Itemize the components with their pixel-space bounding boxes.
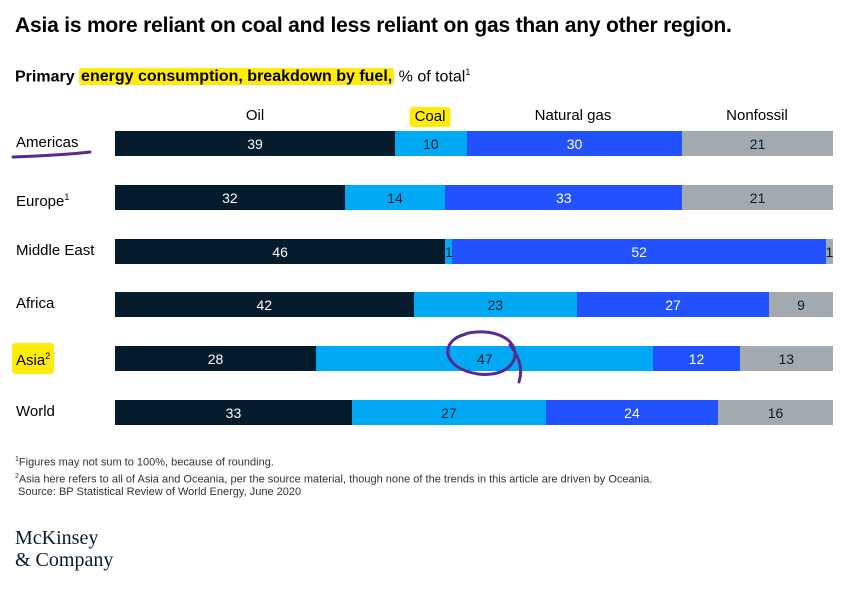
bar-europe: 32 14 33 21 <box>115 185 833 210</box>
row-label-asia: Asia2 <box>12 343 55 374</box>
logo-line-2: & Company <box>15 549 114 571</box>
bar-segment-africa-nonfossil: 9 <box>769 292 833 317</box>
subtitle-tail: % of total <box>394 68 466 86</box>
bar-segment-africa-coal: 23 <box>413 292 578 317</box>
chart-subtitle: Primary energy consumption, breakdown by… <box>15 67 470 86</box>
row-label-africa: Africa <box>16 295 55 312</box>
bar-segment-asia-coal: 47 <box>316 346 654 371</box>
bar-segment-middle-east-coal: 1 <box>445 239 453 264</box>
legend-natural-gas: Natural gas <box>534 107 612 124</box>
bar-segment-africa-gas: 27 <box>577 292 769 317</box>
bar-americas: 39 10 30 21 <box>115 131 833 156</box>
footnote-1: 1Figures may not sum to 100%, because of… <box>15 456 274 469</box>
bar-segment-europe-gas: 33 <box>445 185 683 210</box>
bar-segment-middle-east-gas: 52 <box>452 239 826 264</box>
bar-segment-middle-east-nonfossil: 1 <box>825 239 833 264</box>
legend-nonfossil: Nonfossil <box>726 107 788 124</box>
bar-segment-world-nonfossil: 16 <box>718 400 833 425</box>
row-label-world: World <box>16 403 55 420</box>
bar-segment-world-oil: 33 <box>115 400 352 425</box>
subtitle-lead: Primary <box>15 68 80 86</box>
bar-segment-americas-coal: 10 <box>395 131 467 156</box>
subtitle-footnote-mark: 1 <box>465 67 471 77</box>
bar-segment-europe-nonfossil: 21 <box>682 185 833 210</box>
bar-segment-asia-oil: 28 <box>115 346 317 371</box>
bar-segment-asia-gas: 12 <box>653 346 740 371</box>
bar-middle-east: 46 1 52 1 <box>115 239 833 264</box>
bar-segment-world-coal: 27 <box>351 400 546 425</box>
bar-asia: 28 47 12 13 <box>115 346 833 371</box>
legend-oil: Oil <box>245 107 265 124</box>
bar-africa: 42 23 27 9 <box>115 292 833 317</box>
bar-segment-world-gas: 24 <box>545 400 719 425</box>
row-label-europe: Europe1 <box>16 192 70 210</box>
row-label-middle-east: Middle East <box>16 242 95 259</box>
americas-underline <box>11 150 92 159</box>
bar-world: 33 27 24 16 <box>115 400 833 425</box>
bar-segment-americas-nonfossil: 21 <box>682 131 833 156</box>
legend-coal: Coal <box>409 107 451 127</box>
bar-segment-africa-oil: 42 <box>115 292 414 317</box>
logo-line-1: McKinsey <box>15 527 99 549</box>
bar-segment-europe-oil: 32 <box>115 185 345 210</box>
bar-segment-americas-oil: 39 <box>115 131 396 156</box>
source-note: Source: BP Statistical Review of World E… <box>18 486 302 499</box>
mckinsey-logo: McKinsey & Company <box>15 527 113 571</box>
bar-segment-americas-gas: 30 <box>466 131 683 156</box>
row-label-americas: Americas <box>16 134 79 151</box>
footnote-2: 2Asia here refers to all of Asia and Oce… <box>15 472 653 486</box>
chart-title: Asia is more reliant on coal and less re… <box>15 14 732 37</box>
footnotes: 1Figures may not sum to 100%, because of… <box>15 453 652 499</box>
subtitle-highlight: energy consumption, breakdown by fuel, <box>79 68 395 86</box>
bar-segment-middle-east-oil: 46 <box>115 239 446 264</box>
bar-segment-asia-nonfossil: 13 <box>739 346 833 371</box>
bar-segment-europe-coal: 14 <box>344 185 446 210</box>
